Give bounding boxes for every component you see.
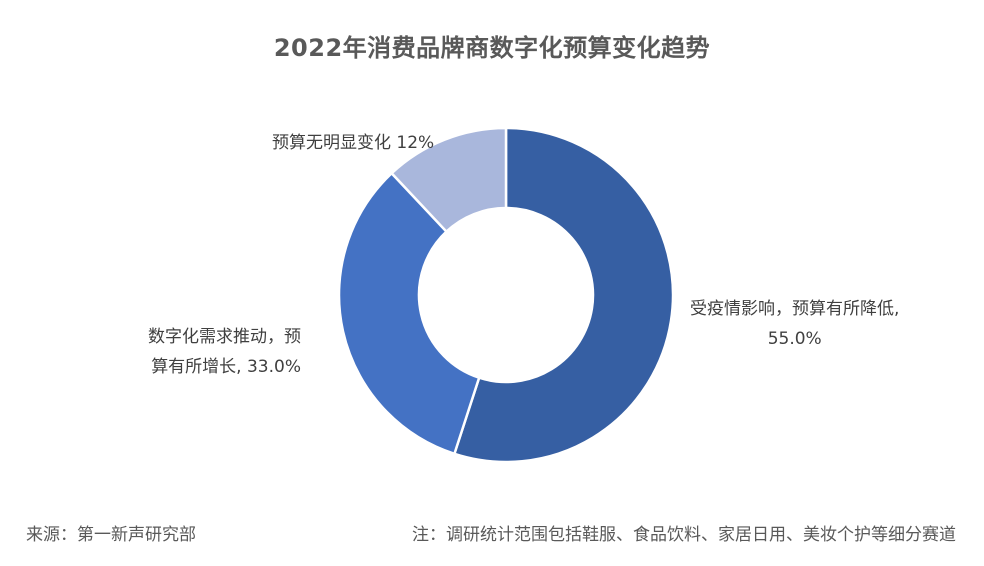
slice-label-decrease-line-1: 受疫情影响，预算有所降低,	[690, 299, 900, 319]
chart-title: 2022年消费品牌商数字化预算变化趋势	[273, 34, 711, 62]
donut-slice-decrease	[452, 126, 675, 464]
slice-label-increase: 数字化需求推动，预 算有所增长, 33.0%	[148, 322, 301, 382]
slice-label-decrease-line-2: 55.0%	[767, 329, 822, 349]
slice-label-increase-line-1: 数字化需求推动，预	[148, 327, 301, 347]
donut-slice-increase	[337, 171, 481, 456]
scope-note: 注：调研统计范围包括鞋服、食品饮料、家居日用、美妆个护等细分赛道	[412, 525, 956, 545]
source-note: 来源：第一新声研究部	[26, 525, 196, 545]
slice-label-increase-line-2: 算有所增长, 33.0%	[151, 357, 301, 377]
donut-slice-no-change	[389, 126, 508, 234]
slice-label-no-change-line-1: 预算无明显变化 12%	[272, 133, 435, 153]
slice-label-no-change: 预算无明显变化 12%	[272, 128, 434, 158]
slice-label-decrease: 受疫情影响，预算有所降低, 55.0%	[690, 294, 899, 354]
